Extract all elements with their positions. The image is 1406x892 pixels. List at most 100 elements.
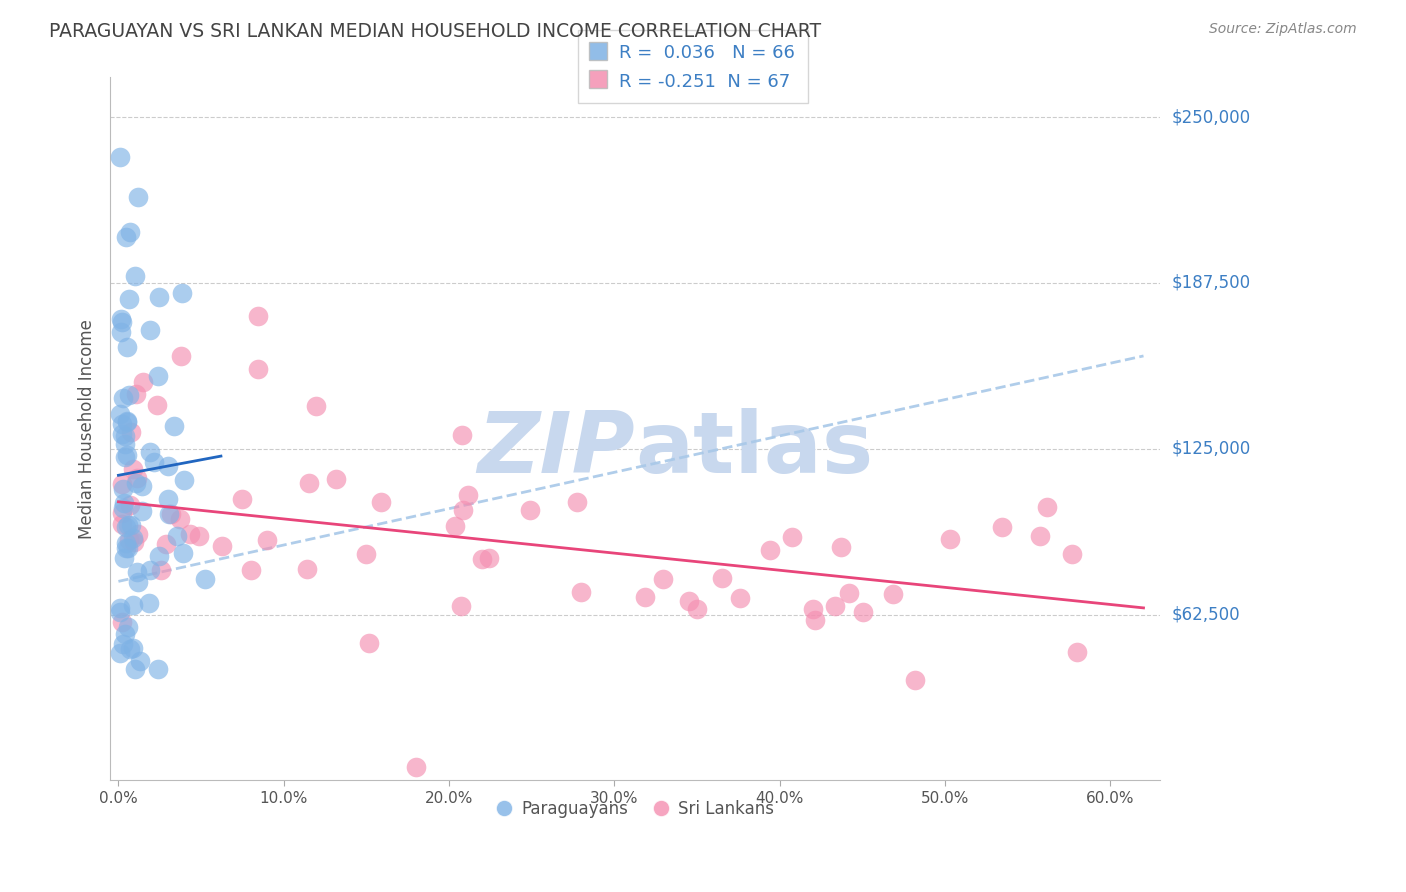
Point <box>111 427 134 442</box>
Point <box>131 479 153 493</box>
Point <box>117 541 139 555</box>
Point <box>112 551 135 566</box>
Point <box>125 566 148 580</box>
Point <box>114 496 136 510</box>
Point <box>146 662 169 676</box>
Point <box>115 414 138 428</box>
Point <box>295 562 318 576</box>
Point <box>519 503 541 517</box>
Point <box>110 315 132 329</box>
Point <box>804 613 827 627</box>
Point <box>211 539 233 553</box>
Point <box>111 637 134 651</box>
Point <box>122 640 145 655</box>
Point <box>111 476 134 491</box>
Point <box>114 450 136 464</box>
Point <box>148 290 170 304</box>
Point <box>904 673 927 687</box>
Point <box>117 533 139 548</box>
Point <box>110 325 132 339</box>
Point <box>121 598 143 612</box>
Point <box>170 286 193 301</box>
Point <box>139 445 162 459</box>
Point <box>256 533 278 548</box>
Point <box>122 531 145 545</box>
Point <box>830 541 852 555</box>
Point <box>138 596 160 610</box>
Point <box>139 323 162 337</box>
Point <box>194 572 217 586</box>
Point <box>633 590 655 604</box>
Point <box>169 512 191 526</box>
Point <box>124 662 146 676</box>
Text: $62,500: $62,500 <box>1171 606 1240 624</box>
Point <box>112 501 135 516</box>
Point <box>759 543 782 558</box>
Point <box>156 492 179 507</box>
Point <box>246 309 269 323</box>
Point <box>111 507 134 521</box>
Text: PARAGUAYAN VS SRI LANKAN MEDIAN HOUSEHOLD INCOME CORRELATION CHART: PARAGUAYAN VS SRI LANKAN MEDIAN HOUSEHOL… <box>49 22 821 41</box>
Point <box>120 517 142 532</box>
Point <box>852 605 875 619</box>
Point <box>115 229 138 244</box>
Point <box>444 519 467 533</box>
Point <box>1062 547 1084 561</box>
Point <box>325 472 347 486</box>
Point <box>114 429 136 443</box>
Point <box>239 563 262 577</box>
Point <box>118 498 141 512</box>
Point <box>305 399 328 413</box>
Point <box>457 488 479 502</box>
Point <box>111 482 134 496</box>
Point <box>124 534 146 549</box>
Point <box>122 462 145 476</box>
Point <box>114 436 136 450</box>
Point <box>115 520 138 534</box>
Text: ZIP: ZIP <box>478 409 636 491</box>
Point <box>108 646 131 660</box>
Point <box>991 520 1014 534</box>
Point <box>148 549 170 564</box>
Point <box>139 563 162 577</box>
Y-axis label: Median Household Income: Median Household Income <box>79 319 96 539</box>
Point <box>118 642 141 657</box>
Point <box>155 537 177 551</box>
Point <box>686 602 709 616</box>
Point <box>117 415 139 429</box>
Point <box>838 586 860 600</box>
Point <box>173 473 195 487</box>
Point <box>247 362 270 376</box>
Point <box>938 532 960 546</box>
Point <box>169 349 191 363</box>
Point <box>172 546 194 560</box>
Point <box>124 269 146 284</box>
Point <box>127 575 149 590</box>
Point <box>125 476 148 491</box>
Point <box>115 340 138 354</box>
Point <box>370 494 392 508</box>
Text: $250,000: $250,000 <box>1171 108 1250 127</box>
Text: atlas: atlas <box>636 409 873 491</box>
Point <box>780 530 803 544</box>
Point <box>111 516 134 531</box>
Point <box>451 503 474 517</box>
Point <box>298 475 321 490</box>
Point <box>111 615 134 630</box>
Point <box>179 527 201 541</box>
Point <box>117 518 139 533</box>
Point <box>157 507 180 521</box>
Point <box>450 428 472 442</box>
Point <box>652 572 675 586</box>
Point <box>824 599 846 613</box>
Point <box>110 605 132 619</box>
Point <box>127 190 149 204</box>
Point <box>115 541 138 556</box>
Point <box>131 504 153 518</box>
Point <box>163 418 186 433</box>
Point <box>108 407 131 421</box>
Point <box>146 398 169 412</box>
Point <box>149 563 172 577</box>
Point <box>108 150 131 164</box>
Point <box>801 602 824 616</box>
